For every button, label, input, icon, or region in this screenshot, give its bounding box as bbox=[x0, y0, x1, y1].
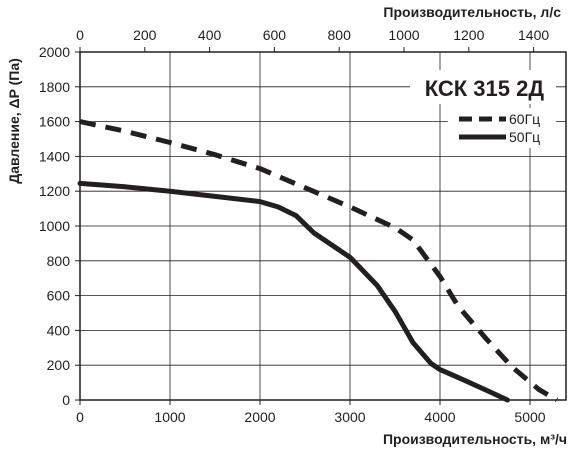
x2-axis-title: Производительность, л/с bbox=[383, 4, 561, 20]
x-tick-label: 0 bbox=[76, 409, 84, 425]
legend: 60Гц 50Гц bbox=[448, 108, 556, 148]
x-tick-label: 5000 bbox=[514, 409, 545, 425]
legend-label: 50Гц bbox=[509, 129, 540, 145]
x-axis-ticks: 0 1000 2000 3000 4000 5000 bbox=[76, 400, 546, 425]
series-line-solid bbox=[77, 180, 510, 403]
y-axis-ticks: 0 200 400 600 800 1000 1200 1400 1600 1800 2000 bbox=[39, 44, 80, 408]
y-tick-label: 0 bbox=[62, 392, 70, 408]
chart-grid bbox=[79, 51, 566, 401]
model-label-background bbox=[410, 70, 556, 104]
y-tick-label: 200 bbox=[47, 357, 71, 373]
chart-series bbox=[77, 119, 559, 403]
x-tick-label: 1000 bbox=[154, 409, 185, 425]
x-tick-label: 2000 bbox=[244, 409, 275, 425]
y-tick-label: 1000 bbox=[39, 218, 70, 234]
series-line-dashed bbox=[79, 119, 559, 403]
y-tick-label: 1400 bbox=[39, 148, 70, 164]
y-tick-label: 1800 bbox=[39, 79, 70, 95]
x2-axis-ticks: 0 200 400 600 800 1000 1200 1400 bbox=[76, 27, 549, 52]
y-tick-label: 600 bbox=[47, 288, 71, 304]
y-axis-title: Давление, ΔP (Па) bbox=[6, 58, 22, 184]
y-tick-label: 800 bbox=[47, 253, 71, 269]
y-tick-label: 400 bbox=[47, 322, 71, 338]
x2-tick-label: 400 bbox=[198, 27, 222, 43]
x2-tick-label: 1400 bbox=[518, 27, 549, 43]
x2-tick-label: 600 bbox=[263, 27, 287, 43]
x2-tick-label: 0 bbox=[76, 27, 84, 43]
y-tick-label: 1600 bbox=[39, 114, 70, 130]
legend-label: 60Гц bbox=[509, 111, 540, 127]
y-tick-label: 2000 bbox=[39, 44, 70, 60]
x-axis-title: Производительность, м³/ч bbox=[383, 431, 567, 447]
x2-tick-label: 200 bbox=[133, 27, 157, 43]
x-tick-label: 3000 bbox=[334, 409, 365, 425]
y-tick-label: 1200 bbox=[39, 183, 70, 199]
x-tick-label: 4000 bbox=[424, 409, 455, 425]
x2-tick-label: 1000 bbox=[388, 27, 419, 43]
x2-tick-label: 800 bbox=[328, 27, 352, 43]
legend-background bbox=[448, 108, 556, 148]
x2-tick-label: 1200 bbox=[453, 27, 484, 43]
chart-title: КСК 315 2Д bbox=[425, 76, 545, 101]
